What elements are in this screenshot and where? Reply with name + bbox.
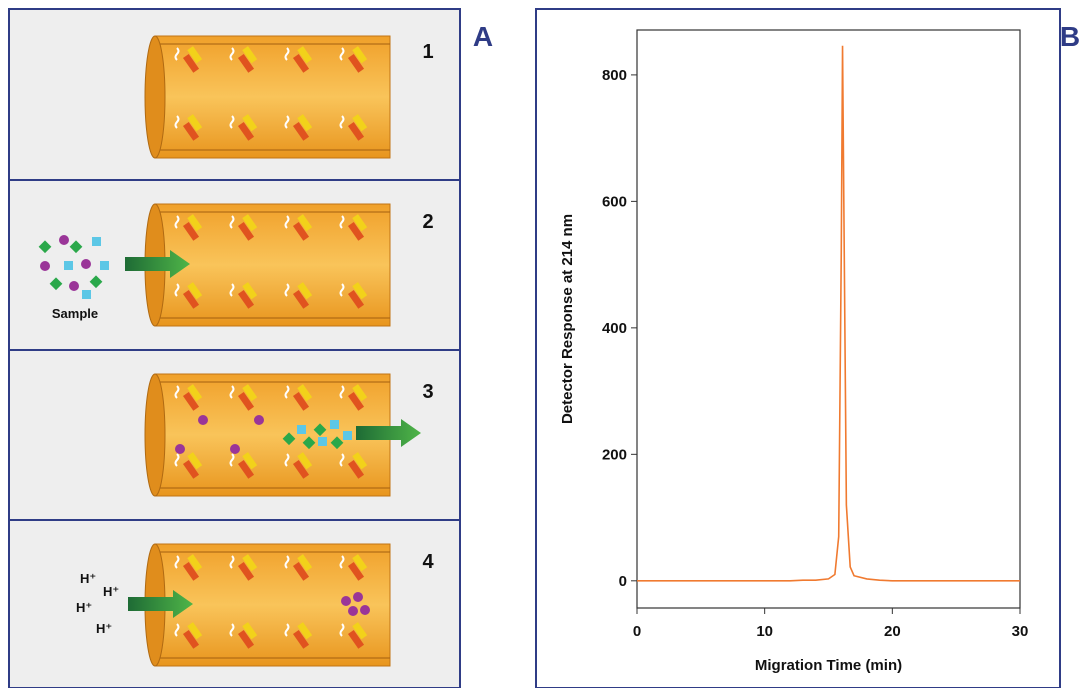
bound-and-eluting — [175, 415, 352, 454]
proton: H⁺ — [103, 584, 119, 599]
y-tick-label: 200 — [602, 446, 627, 463]
x-tick-label: 30 — [1012, 623, 1029, 640]
x-tick-label: 20 — [884, 623, 901, 640]
x-axis-title: Migration Time (min) — [755, 657, 902, 674]
step-number: 4 — [422, 551, 434, 573]
column — [145, 374, 390, 496]
proton: H⁺ — [80, 571, 96, 586]
y-tick-label: 0 — [619, 573, 627, 590]
eluted-molecules — [341, 592, 370, 616]
column — [145, 36, 390, 158]
chart: 0 200 400 600 800 0 10 20 30 Migration Time (min)… — [559, 29, 1029, 674]
signal-line — [637, 45, 1020, 582]
proton: H⁺ — [76, 600, 92, 615]
x-tick-label: 10 — [756, 623, 773, 640]
sample-label: Sample — [52, 306, 98, 321]
panel-label: A — [473, 21, 493, 52]
y-axis-title: Detector Response at 214 nm — [559, 214, 576, 424]
x-tick-label: 0 — [633, 623, 641, 640]
y-tick-label: 600 — [602, 193, 627, 210]
step-number: 3 — [422, 381, 433, 403]
proton: H⁺ — [96, 621, 112, 636]
y-tick-label: 800 — [602, 67, 627, 84]
panel-label: B — [1060, 21, 1079, 52]
y-tick-label: 400 — [602, 320, 627, 337]
sample-molecules — [38, 235, 109, 299]
step-number: 1 — [422, 41, 433, 63]
plot-frame — [636, 29, 1021, 609]
panel-b-frame — [535, 8, 1061, 688]
step-number: 2 — [422, 211, 433, 233]
